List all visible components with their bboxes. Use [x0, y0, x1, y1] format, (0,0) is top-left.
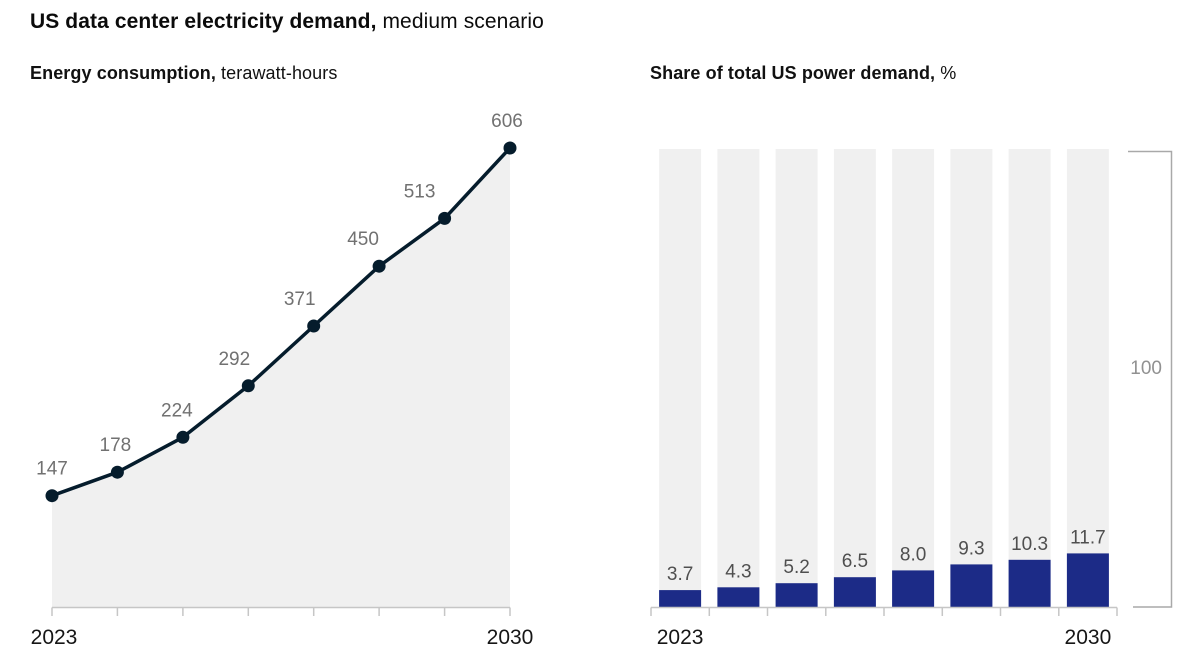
right-chart-subtitle-bold: Share of total US power demand,: [650, 63, 936, 83]
data-point-dot: [438, 211, 452, 225]
energy-line-chart: 147 178 224 292 371 450 513 606 2023 2030: [31, 111, 534, 649]
bar-value-label: 5.2: [783, 557, 809, 578]
bar-value-label: 10.3: [1011, 534, 1048, 555]
background-bar: [892, 149, 935, 607]
data-point-label: 513: [404, 181, 436, 202]
value-bar: [717, 587, 760, 607]
left-chart-subtitle: Energy consumption, terawatt-hours: [30, 62, 337, 84]
background-bar: [1066, 149, 1109, 607]
bar-value-label: 9.3: [958, 538, 984, 559]
data-point-dot: [45, 489, 59, 503]
value-bar: [833, 577, 876, 607]
data-point-label: 147: [36, 459, 68, 480]
x-axis-label-start: 2023: [657, 626, 704, 649]
background-bar: [659, 149, 702, 607]
value-bar: [775, 583, 818, 607]
value-bar: [1066, 553, 1109, 607]
left-chart-subtitle-bold: Energy consumption,: [30, 63, 216, 83]
background-bar: [775, 149, 818, 607]
value-bar: [950, 564, 993, 607]
value-bar: [659, 590, 702, 607]
share-bar-chart: 3.7 4.3 5.2 6.5 8.0 9.3 10.3 11.7 100 2023 2030: [650, 149, 1173, 649]
data-point-dot: [241, 379, 255, 393]
bar-value-label: 4.3: [725, 561, 751, 582]
data-point-label: 178: [100, 435, 132, 456]
page-title-bold: US data center electricity demand,: [30, 10, 377, 33]
page-title: US data center electricity demand, mediu…: [30, 9, 544, 35]
data-point-label: 606: [491, 111, 523, 132]
data-point-dot: [176, 430, 190, 444]
background-bar: [950, 149, 993, 607]
x-axis-label-start: 2023: [31, 626, 78, 649]
data-point-dot: [503, 141, 517, 155]
background-bar: [717, 149, 760, 607]
data-point-label: 224: [161, 400, 193, 421]
data-point-label: 292: [218, 349, 250, 370]
bar-value-label: 11.7: [1070, 527, 1106, 548]
scale-bracket: [1128, 150, 1173, 608]
data-point-dot: [372, 259, 386, 273]
data-point-dot: [110, 465, 124, 479]
data-point-dot: [307, 319, 321, 333]
left-chart-subtitle-regular: terawatt-hours: [215, 63, 338, 83]
background-bar: [833, 149, 876, 607]
x-axis-label-end: 2030: [1065, 626, 1112, 649]
right-chart-subtitle: Share of total US power demand, %: [650, 62, 956, 84]
right-chart-subtitle-regular: %: [935, 63, 957, 83]
bar-value-label: 6.5: [842, 551, 868, 572]
area-fill: [52, 148, 510, 607]
value-bar: [1008, 559, 1051, 607]
bar-value-label: 3.7: [667, 564, 693, 585]
data-point-label: 450: [347, 229, 379, 250]
value-bar: [892, 570, 935, 607]
page-title-regular: medium scenario: [376, 10, 544, 33]
scale-bracket-label: 100: [1130, 358, 1162, 379]
trend-line: [50, 146, 512, 498]
data-point-label: 371: [284, 289, 316, 310]
x-axis-label-end: 2030: [487, 626, 534, 649]
bar-value-label: 8.0: [900, 544, 926, 565]
background-bar: [1008, 149, 1051, 607]
